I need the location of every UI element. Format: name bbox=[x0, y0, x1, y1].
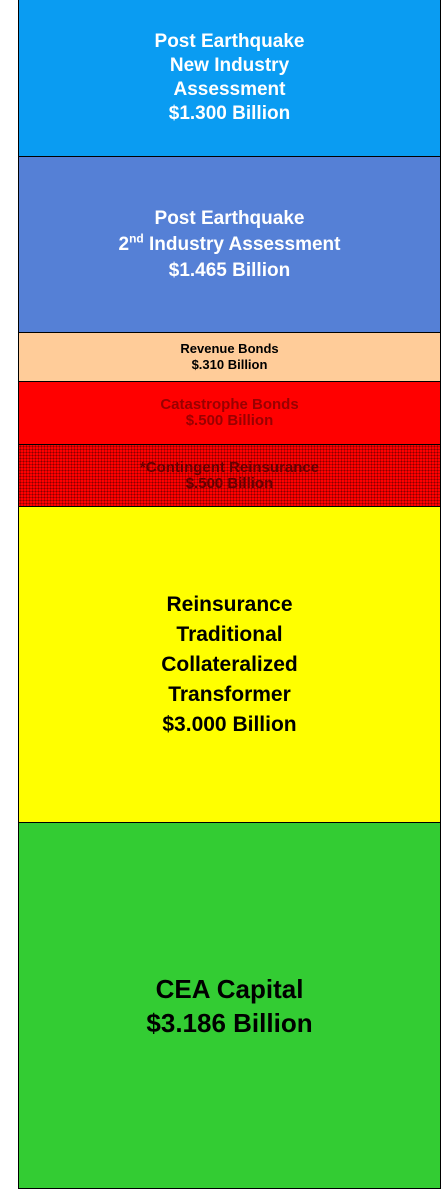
block-line: $.500 Billion bbox=[185, 474, 274, 492]
block: Post Earthquake New Industry Assessment $1.… bbox=[19, 0, 440, 157]
block-line: $1.300 Billion bbox=[168, 103, 291, 124]
block-line: Revenue Bonds bbox=[180, 341, 279, 356]
block: *Contingent Reinsurance $.500 Billion bbox=[19, 445, 440, 507]
block: Post Earthquake 2nd Industry Assessment $1… bbox=[19, 157, 440, 333]
block-line: Reinsurance bbox=[166, 592, 293, 616]
text: Industry Assessment bbox=[143, 233, 341, 255]
block: CEA Capital $3.186 Billion bbox=[19, 823, 440, 1188]
block-line: 2nd Industry Assessment bbox=[118, 232, 340, 258]
block-line: Assessment bbox=[173, 79, 286, 100]
block-line: $1.465 Billion bbox=[168, 259, 291, 281]
block-line: *Contingent Reinsurance bbox=[139, 458, 320, 476]
tower: Post Earthquake New Industry Assessment $1.… bbox=[18, 0, 441, 1189]
text: 2 bbox=[118, 233, 130, 255]
superscript: nd bbox=[129, 231, 144, 246]
block-line: Post Earthquake bbox=[154, 207, 305, 229]
block-line: New Industry bbox=[169, 55, 290, 76]
block-line: Transformer bbox=[168, 682, 291, 706]
block-line: Collateralized bbox=[161, 652, 298, 676]
block-line: $.310 Billion bbox=[191, 357, 268, 372]
block-line: Traditional bbox=[176, 622, 283, 646]
block-line: CEA Capital bbox=[155, 973, 304, 1004]
block-line: Catastrophe Bonds bbox=[160, 396, 299, 413]
block: Reinsurance Traditional Collateralized Tran… bbox=[19, 507, 440, 823]
block: Catastrophe Bonds $.500 Billion bbox=[19, 382, 440, 445]
block-line: $3.000 Billion bbox=[162, 712, 297, 736]
block-line: $.500 Billion bbox=[185, 412, 274, 429]
block: Revenue Bonds $.310 Billion bbox=[19, 333, 440, 382]
block-line: $3.186 Billion bbox=[146, 1007, 313, 1038]
block-line: Post Earthquake bbox=[154, 31, 305, 52]
